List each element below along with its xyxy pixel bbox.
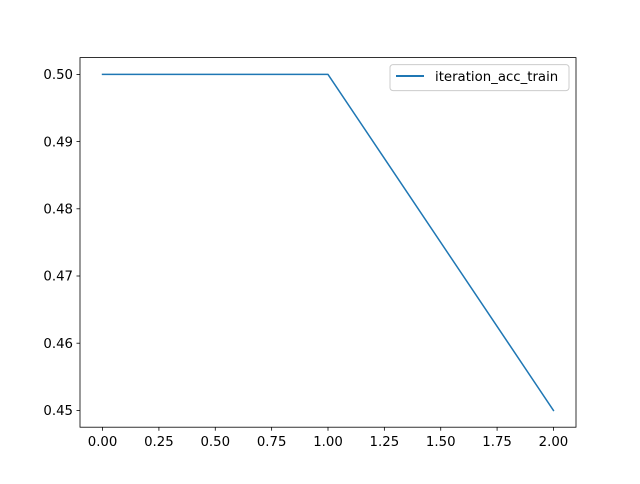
legend-box bbox=[389, 64, 570, 92]
y-tick-label: 0.50 bbox=[43, 68, 73, 83]
series-line bbox=[101, 73, 555, 412]
x-tick-label: 0.50 bbox=[200, 435, 230, 450]
x-tick-label: 1.75 bbox=[482, 435, 512, 450]
legend-label: iteration_acc_train bbox=[435, 70, 558, 85]
y-axis-ticks: 0.45 0.46 0.47 0.48 0.49 0.50 bbox=[43, 68, 80, 419]
y-tick-label: 0.49 bbox=[43, 135, 73, 150]
x-axis-ticks: 0.00 0.25 0.50 0.75 1.00 1.25 1.50 1.75 2.00 bbox=[88, 427, 569, 450]
y-tick-label: 0.46 bbox=[43, 337, 73, 352]
y-tick-label: 0.47 bbox=[43, 270, 73, 285]
legend: iteration_acc_train bbox=[389, 64, 570, 92]
y-tick-label: 0.48 bbox=[43, 203, 73, 218]
x-tick-label: 0.25 bbox=[144, 435, 174, 450]
x-tick-label: 2.00 bbox=[539, 435, 569, 450]
x-tick-label: 1.50 bbox=[426, 435, 456, 450]
axes-frame bbox=[79, 57, 577, 428]
x-tick-label: 0.00 bbox=[88, 435, 118, 450]
x-tick-label: 0.75 bbox=[257, 435, 287, 450]
x-tick-label: 1.25 bbox=[370, 435, 400, 450]
y-tick-label: 0.45 bbox=[43, 404, 73, 419]
series-layer bbox=[101, 73, 555, 412]
x-tick-label: 1.00 bbox=[313, 435, 343, 450]
